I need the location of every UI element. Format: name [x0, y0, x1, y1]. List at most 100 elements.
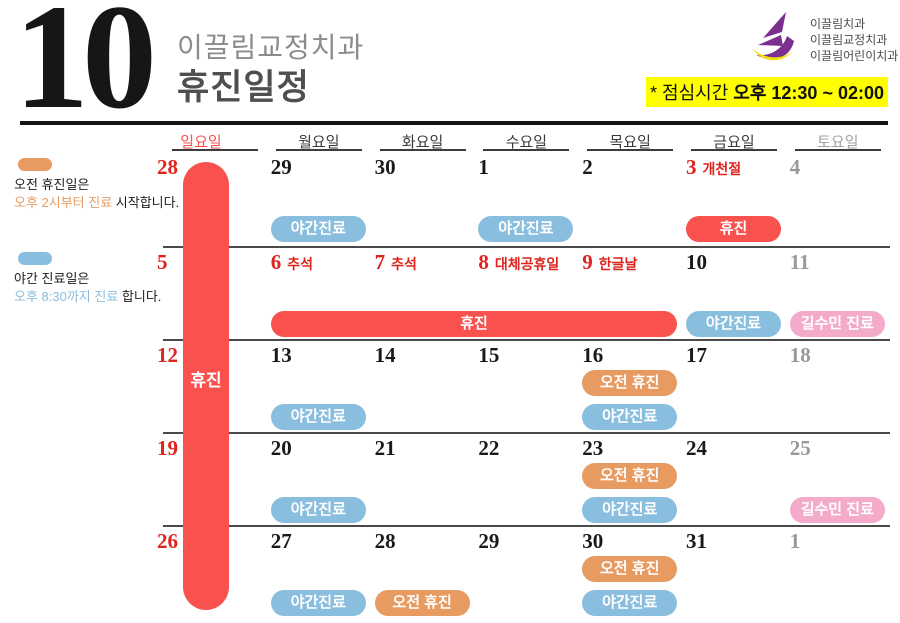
closed-pill: 휴진 — [686, 216, 781, 242]
night-pill: 야간진료 — [270, 497, 366, 523]
date-cell: 31 — [686, 530, 707, 552]
legend-morning-highlight: 오후 2시부터 진료 — [14, 195, 113, 210]
date-cell: 18 — [790, 344, 811, 366]
date-number: 9 — [582, 250, 593, 274]
day-header-underline — [275, 149, 362, 151]
date-number: 20 — [270, 436, 292, 460]
date-cell: 24 — [686, 437, 707, 459]
day-header-underline — [172, 149, 258, 151]
date-number: 31 — [686, 529, 707, 553]
morning-pill: 오전 휴진 — [582, 370, 678, 396]
date-number: 3 — [686, 155, 697, 179]
date-cell: 28 — [375, 530, 396, 552]
month-number: 10 — [14, 0, 157, 140]
day-header-sun-0: 일요일 — [180, 134, 222, 151]
clinic-logo-icon — [753, 12, 794, 61]
week-divider — [163, 432, 890, 434]
date-cell: 6 추석 — [271, 251, 313, 274]
date-cell: 29 — [478, 530, 499, 552]
logo-line: 이끌림교정치과 — [810, 33, 888, 47]
day-header-sat-6: 토요일 — [817, 134, 859, 151]
day-header-weekday-4: 목요일 — [609, 134, 651, 151]
date-cell: 2 — [582, 156, 593, 178]
holiday-label: 한글날 — [598, 256, 638, 272]
date-cell: 8 대체공휴일 — [478, 251, 559, 274]
date-number: 29 — [270, 155, 292, 179]
date-cell: 4 — [790, 156, 801, 178]
date-cell: 15 — [478, 344, 499, 366]
date-cell: 1 — [478, 156, 489, 178]
date-cell: 5 — [157, 251, 168, 273]
date-number: 28 — [157, 155, 178, 179]
date-number: 14 — [374, 343, 396, 367]
holiday-label: 추석 — [391, 256, 417, 272]
date-number: 17 — [686, 343, 707, 367]
date-cell: 11 — [790, 251, 810, 273]
week-divider — [163, 246, 890, 248]
legend-night-highlight: 오후 8:30까지 진료 — [14, 289, 119, 304]
date-number: 27 — [270, 529, 292, 553]
day-header-underline — [379, 149, 466, 151]
date-cell: 30 — [375, 156, 396, 178]
day-header-underline — [587, 149, 674, 151]
special-pill: 길수민 진료 — [789, 497, 885, 523]
date-number: 6 — [270, 250, 282, 274]
logo-line: 이끌림치과 — [810, 17, 866, 31]
date-cell: 17 — [686, 344, 707, 366]
week-divider — [163, 339, 890, 341]
closed-span-pill: 휴진 — [270, 311, 678, 337]
logo-line: 이끌림어린이치과 — [810, 49, 899, 63]
day-header-underline — [691, 149, 777, 151]
night-pill: 야간진료 — [270, 590, 366, 616]
morning-pill: 오전 휴진 — [374, 590, 470, 616]
date-number: 24 — [686, 436, 707, 460]
night-pill: 야간진료 — [270, 216, 366, 242]
sunday-closed-bar-label: 휴진 — [190, 371, 222, 390]
day-header-weekday-3: 수요일 — [505, 134, 548, 151]
date-cell: 7 추석 — [375, 251, 417, 274]
special-pill: 길수민 진료 — [789, 311, 885, 337]
day-header-weekday-1: 월요일 — [298, 134, 340, 151]
date-number: 30 — [582, 529, 604, 553]
date-cell: 23 — [582, 437, 603, 459]
night-pill: 야간진료 — [582, 590, 678, 616]
date-cell: 13 — [271, 344, 292, 366]
legend-morning-pill — [18, 158, 52, 171]
legend-morning-desc: 오후 2시부터 진료 시작합니다. — [14, 194, 179, 212]
date-cell: 21 — [375, 437, 396, 459]
legend-night-suffix: 합니다. — [118, 289, 162, 304]
lunch-time-note: * 점심시간 오후 12:30 ~ 02:00 — [646, 77, 888, 107]
date-cell: 27 — [271, 530, 292, 552]
date-number: 13 — [270, 343, 292, 367]
lunch-note-time: 오후 12:30 ~ 02:00 — [733, 83, 884, 103]
date-cell: 26 — [157, 530, 178, 552]
date-number: 15 — [478, 343, 500, 367]
date-cell: 25 — [790, 437, 811, 459]
date-cell: 12 — [157, 344, 178, 366]
date-cell: 10 — [686, 251, 707, 273]
date-number: 21 — [374, 436, 396, 460]
date-cell: 19 — [157, 437, 178, 459]
night-pill: 야간진료 — [478, 216, 574, 242]
date-number: 5 — [157, 250, 168, 274]
date-number: 12 — [157, 343, 178, 367]
legend-night-title: 야간 진료일은 — [14, 271, 90, 286]
sunday-closed-bar: 휴진 — [183, 162, 229, 610]
legend-night-desc: 오후 8:30까지 진료 합니다. — [14, 288, 161, 306]
night-pill: 야간진료 — [582, 404, 678, 430]
date-number: 4 — [789, 155, 801, 179]
date-number: 16 — [582, 343, 604, 367]
date-cell: 29 — [271, 156, 292, 178]
header-divider-rule — [20, 121, 888, 125]
date-number: 25 — [789, 436, 811, 460]
date-cell: 28 — [157, 156, 178, 178]
date-number: 1 — [478, 155, 489, 179]
date-cell: 14 — [375, 344, 396, 366]
holiday-label: 개천절 — [702, 161, 742, 177]
morning-pill: 오전 휴진 — [582, 556, 678, 582]
date-number: 22 — [478, 436, 500, 460]
date-cell: 16 — [582, 344, 603, 366]
date-number: 7 — [374, 250, 386, 274]
day-header-weekday-2: 화요일 — [401, 134, 444, 151]
